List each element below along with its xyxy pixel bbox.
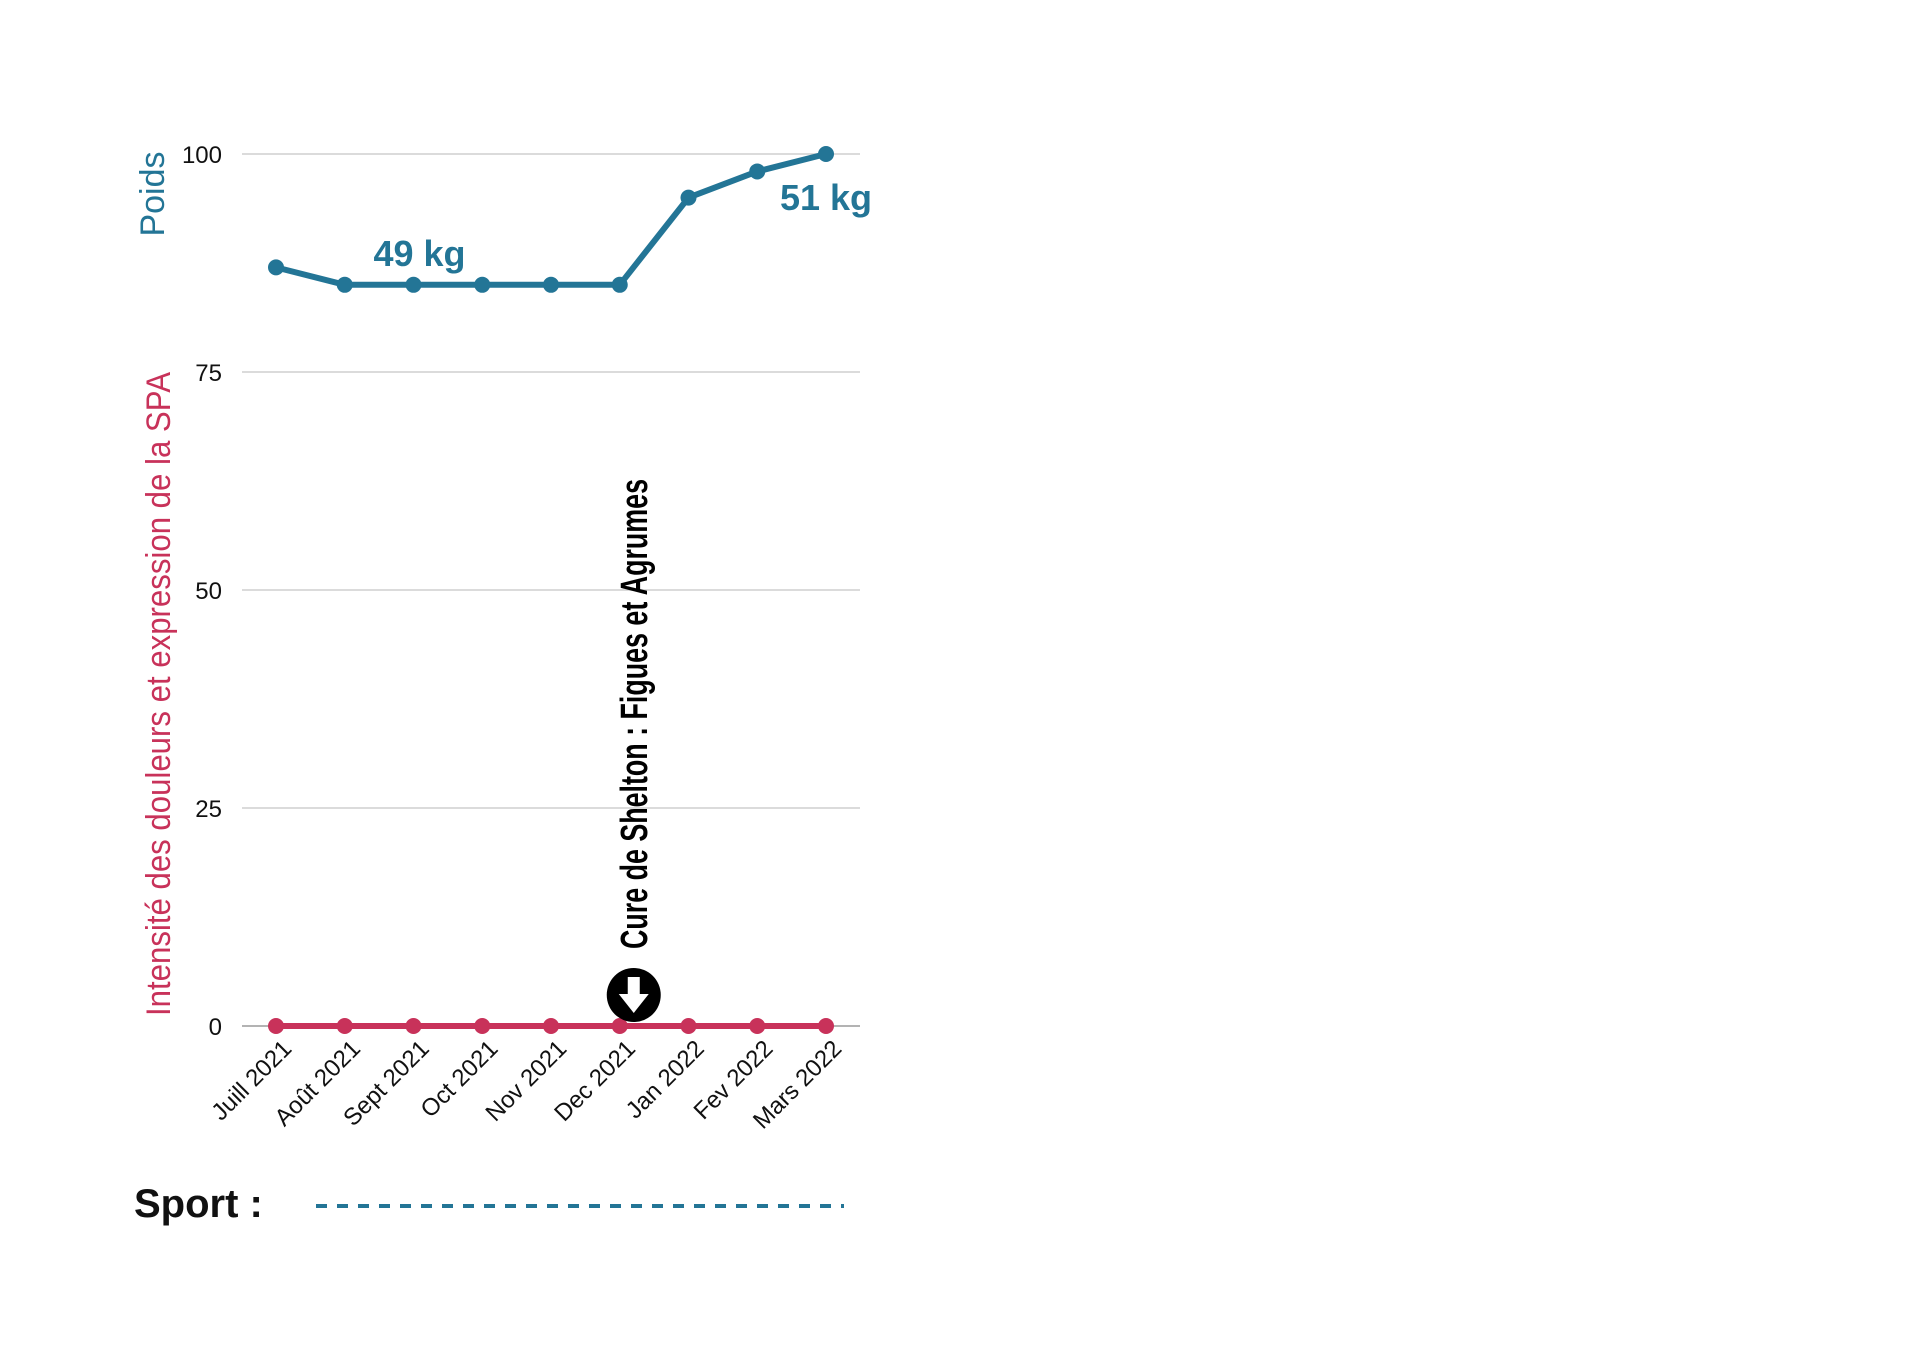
data-point-poids <box>818 146 834 162</box>
series-line-poids <box>273 151 829 288</box>
data-point-spa <box>474 1018 491 1034</box>
data-point-poids <box>749 163 766 180</box>
data-point-poids <box>611 276 628 293</box>
data-label: 51 kg <box>780 177 872 218</box>
data-point-spa <box>543 1018 559 1034</box>
axis-titles: Poids Intensité des douleurs et expressio… <box>134 151 178 1016</box>
sport-row: Sport : <box>134 1182 844 1226</box>
sport-label: Sport : <box>134 1182 263 1226</box>
data-labels: 49 kg 51 kg <box>373 177 872 274</box>
data-label: 49 kg <box>373 233 465 274</box>
data-point-poids <box>268 259 284 276</box>
y-tick-label: 100 <box>182 142 222 169</box>
data-point-spa <box>611 1018 628 1034</box>
data-point-spa <box>818 1018 834 1034</box>
y-tick-label: 25 <box>195 796 222 823</box>
y-tick-labels: 0 25 50 75 100 <box>182 142 222 1041</box>
y-tick-label: 0 <box>209 1014 222 1041</box>
data-point-spa <box>268 1018 284 1034</box>
data-points <box>268 146 834 1034</box>
y-tick-label: 75 <box>195 360 222 387</box>
down-arrow-circle-icon <box>606 968 661 1022</box>
data-point-poids <box>680 189 697 206</box>
event-label: Cure de Shelton : Figues et Agrumes <box>614 479 656 949</box>
data-point-spa <box>680 1018 697 1034</box>
data-point-spa <box>749 1018 766 1034</box>
data-point-poids <box>474 276 491 293</box>
data-point-poids <box>405 276 422 293</box>
event-annotation: Cure de Shelton : Figues et Agrumes <box>606 479 661 1022</box>
axis-title-spa: Intensité des douleurs et expression de … <box>140 372 178 1016</box>
data-point-spa <box>405 1018 422 1034</box>
data-point-poids <box>543 276 559 293</box>
data-point-spa <box>336 1018 353 1034</box>
y-tick-label: 50 <box>195 578 222 605</box>
axis-title-poids: Poids <box>134 151 172 236</box>
data-point-poids <box>336 276 353 293</box>
